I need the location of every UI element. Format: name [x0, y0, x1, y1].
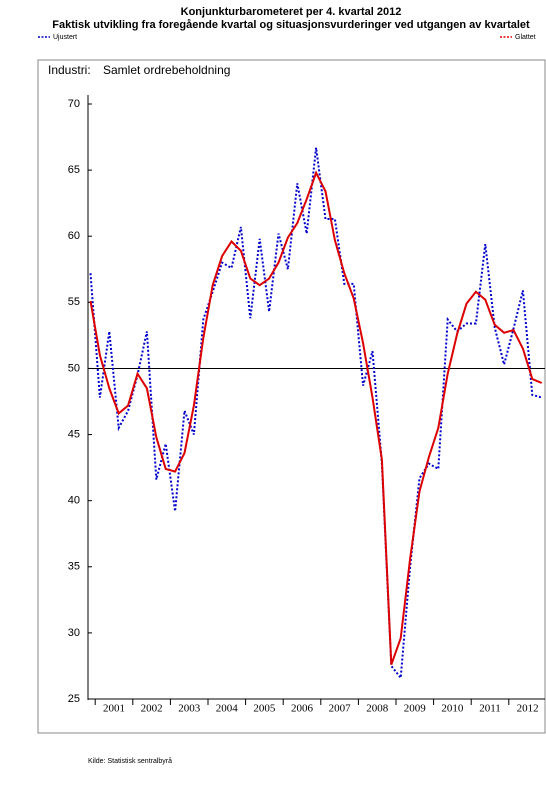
x-tick-label: 2008 [366, 703, 389, 715]
panel-frame [37, 59, 546, 734]
x-tick-label: 2001 [103, 703, 125, 715]
y-tick-label: 45 [68, 428, 80, 440]
x-tick-label: 2004 [216, 703, 239, 715]
x-tick-label: 2011 [479, 703, 501, 715]
chart-title: Konjunkturbarometeret per 4. kvartal 201… [181, 6, 402, 18]
x-tick-label: 2005 [253, 703, 276, 715]
source: Kilde: Statistisk sentralbyrå [88, 757, 172, 765]
x-tick-label: 2010 [441, 703, 464, 715]
y-tick-label: 50 [68, 362, 80, 374]
legend-label: Glattet [515, 34, 536, 41]
y-tick-label: 55 [68, 296, 80, 308]
y-tick-label: 35 [68, 561, 80, 573]
panel-title: Samlet ordrebeholdning [103, 63, 230, 77]
x-tick-label: 2002 [141, 703, 163, 715]
legend-label: Ujustert [53, 34, 77, 41]
y-tick-label: 60 [68, 230, 80, 242]
y-tick-label: 65 [68, 164, 80, 176]
x-tick-label: 2003 [178, 703, 201, 715]
panel-label: Industri: [48, 63, 91, 77]
x-tick-label: 2006 [291, 703, 314, 715]
series-line [89, 170, 543, 665]
series-line [89, 147, 542, 681]
x-tick-label: 2007 [329, 703, 352, 715]
chart-subtitle: Faktisk utvikling fra foregående kvartal… [52, 19, 530, 31]
y-tick-label: 30 [68, 627, 80, 639]
x-tick-label: 2009 [404, 703, 427, 715]
y-tick-label: 70 [68, 98, 80, 110]
y-tick-label: 40 [68, 495, 80, 507]
x-tick-label: 2012 [517, 703, 539, 715]
y-tick-label: 25 [68, 693, 80, 705]
